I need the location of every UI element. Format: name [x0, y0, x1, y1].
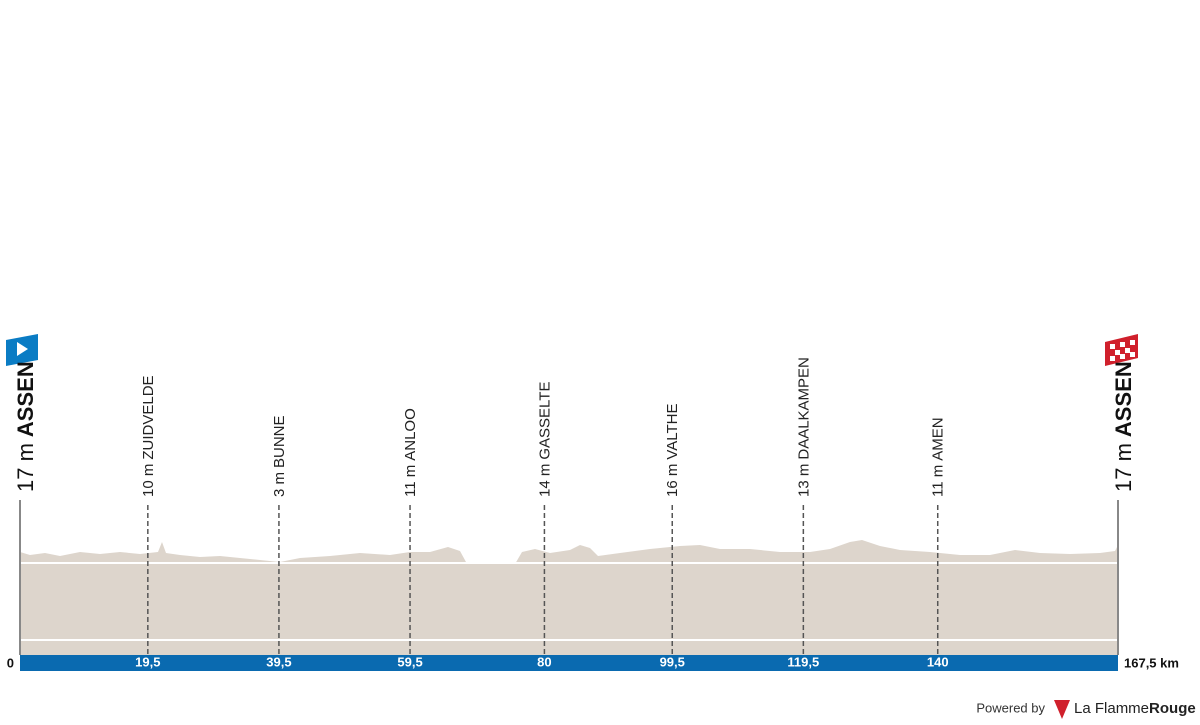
altitude: 3 m [271, 472, 288, 497]
place-name: ANLOO [402, 408, 419, 461]
brand-logo [1054, 700, 1070, 719]
brand-b: Rouge [1149, 700, 1196, 717]
altitude: 16 m [664, 464, 681, 497]
x-tick-label: 167,5 km [1124, 655, 1179, 670]
waypoint-label: 10 m ZUIDVELDE [140, 375, 157, 497]
place-name: VALTHE [664, 404, 681, 460]
km-label: 99,5 [660, 654, 685, 669]
altitude: 11 m [402, 465, 419, 497]
elevation-profile [20, 540, 1118, 655]
start-label: 17 m ASSEN [13, 361, 38, 492]
place-name: GASSELTE [536, 382, 553, 460]
place-name: ASSEN [1111, 361, 1136, 437]
place-name: ASSEN [13, 361, 38, 437]
start-icon [6, 334, 38, 366]
powered-by: Powered by [976, 700, 1045, 715]
place-name: ZUIDVELDE [140, 375, 157, 459]
waypoint-label: 3 m BUNNE [271, 415, 288, 497]
altitude: 14 m [536, 464, 553, 497]
footer: Powered by La FlammeRouge [976, 700, 1196, 719]
km-label: 80 [537, 654, 551, 669]
place-name: DAALKAMPEN [795, 357, 812, 460]
altitude: 17 m [13, 443, 38, 492]
waypoint-label: 13 m DAALKAMPEN [795, 357, 812, 497]
altitude: 13 m [795, 464, 812, 497]
km-label: 59,5 [397, 654, 422, 669]
waypoint-label: 11 m AMEN [930, 417, 947, 497]
waypoint-label: 11 m ANLOO [402, 408, 419, 497]
altitude: 17 m [1111, 443, 1136, 492]
km-label: 39,5 [266, 654, 291, 669]
waypoint-label: 14 m GASSELTE [536, 382, 553, 497]
brand-a: La Flamme [1074, 700, 1149, 717]
finish-flag [1105, 334, 1138, 366]
brand: La FlammeRouge [1074, 700, 1196, 717]
place-name: AMEN [930, 417, 947, 460]
km-label: 19,5 [135, 654, 160, 669]
km-label: 119,5 [787, 654, 819, 669]
waypoint-label: 16 m VALTHE [664, 404, 681, 498]
place-name: BUNNE [271, 415, 288, 468]
finish-label: 17 m ASSEN [1111, 361, 1136, 492]
altitude: 10 m [140, 464, 157, 497]
altitude: 11 m [930, 465, 947, 497]
x-tick-label: 0 [7, 655, 14, 670]
km-label: 140 [927, 654, 949, 669]
distance-bar [20, 655, 1118, 671]
